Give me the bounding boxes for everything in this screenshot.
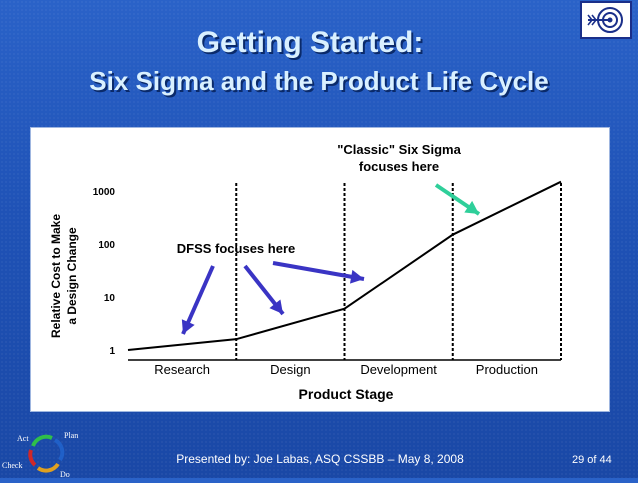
cycle-label-act: Act bbox=[17, 434, 29, 443]
dfss-arrow-development-head bbox=[349, 269, 364, 284]
y-tick-1: 1 bbox=[109, 346, 115, 357]
classic-annotation-line2: focuses here bbox=[359, 159, 439, 174]
dfss-arrow-design-head bbox=[269, 299, 283, 314]
cycle-label-do: Do bbox=[60, 470, 70, 479]
x-category-labels: Research Design Development Production bbox=[154, 362, 538, 377]
x-category-research: Research bbox=[154, 362, 210, 377]
y-axis-label-line2: a Design Change bbox=[65, 227, 79, 325]
y-tick-labels: 1 10 100 1000 bbox=[93, 187, 116, 357]
cycle-label-plan: Plan bbox=[64, 431, 79, 440]
x-category-development: Development bbox=[360, 362, 437, 377]
dfss-arrow-research-head bbox=[181, 319, 195, 334]
dfss-arrow-research bbox=[181, 265, 215, 335]
slide-title: Getting Started: bbox=[196, 26, 424, 59]
pdca-cycle: Act Plan Check Do bbox=[0, 428, 90, 479]
cost-chart: 1 10 100 1000 Research Design Development Prod… bbox=[49, 142, 562, 402]
dfss-arrow-development-shaft bbox=[272, 261, 365, 281]
slide-subtitle: Six Sigma and the Product Life Cycle bbox=[89, 66, 549, 96]
page-number: 29 of 44 bbox=[572, 454, 612, 466]
y-axis-label-line1: Relative Cost to Make bbox=[49, 214, 63, 338]
footer-presenter: Presented by: Joe Labas, ASQ CSSBB – May… bbox=[176, 452, 464, 466]
y-tick-100: 100 bbox=[98, 240, 115, 251]
target-arrow-icon bbox=[587, 7, 623, 33]
chart-panel: 1 10 100 1000 Research Design Development Prod… bbox=[30, 127, 610, 412]
dfss-arrow-design bbox=[243, 264, 285, 316]
stage-dividers bbox=[235, 183, 562, 360]
pdca-cycle-icon bbox=[28, 434, 65, 473]
dfss-arrow-development bbox=[272, 261, 365, 284]
classic-arrow-production bbox=[434, 183, 481, 216]
x-category-design: Design bbox=[270, 362, 310, 377]
logo bbox=[580, 1, 632, 39]
dfss-annotation: DFSS focuses here bbox=[177, 241, 296, 256]
cycle-label-check: Check bbox=[2, 461, 23, 470]
cost-line bbox=[127, 180, 562, 351]
classic-annotation-line1: "Classic" Six Sigma bbox=[337, 142, 461, 157]
annotation-arrows bbox=[181, 183, 481, 335]
x-axis-label: Product Stage bbox=[299, 386, 394, 402]
y-tick-10: 10 bbox=[104, 293, 116, 304]
y-tick-1000: 1000 bbox=[93, 187, 116, 198]
x-category-production: Production bbox=[476, 362, 538, 377]
classic-arrow-production-head bbox=[464, 200, 479, 214]
